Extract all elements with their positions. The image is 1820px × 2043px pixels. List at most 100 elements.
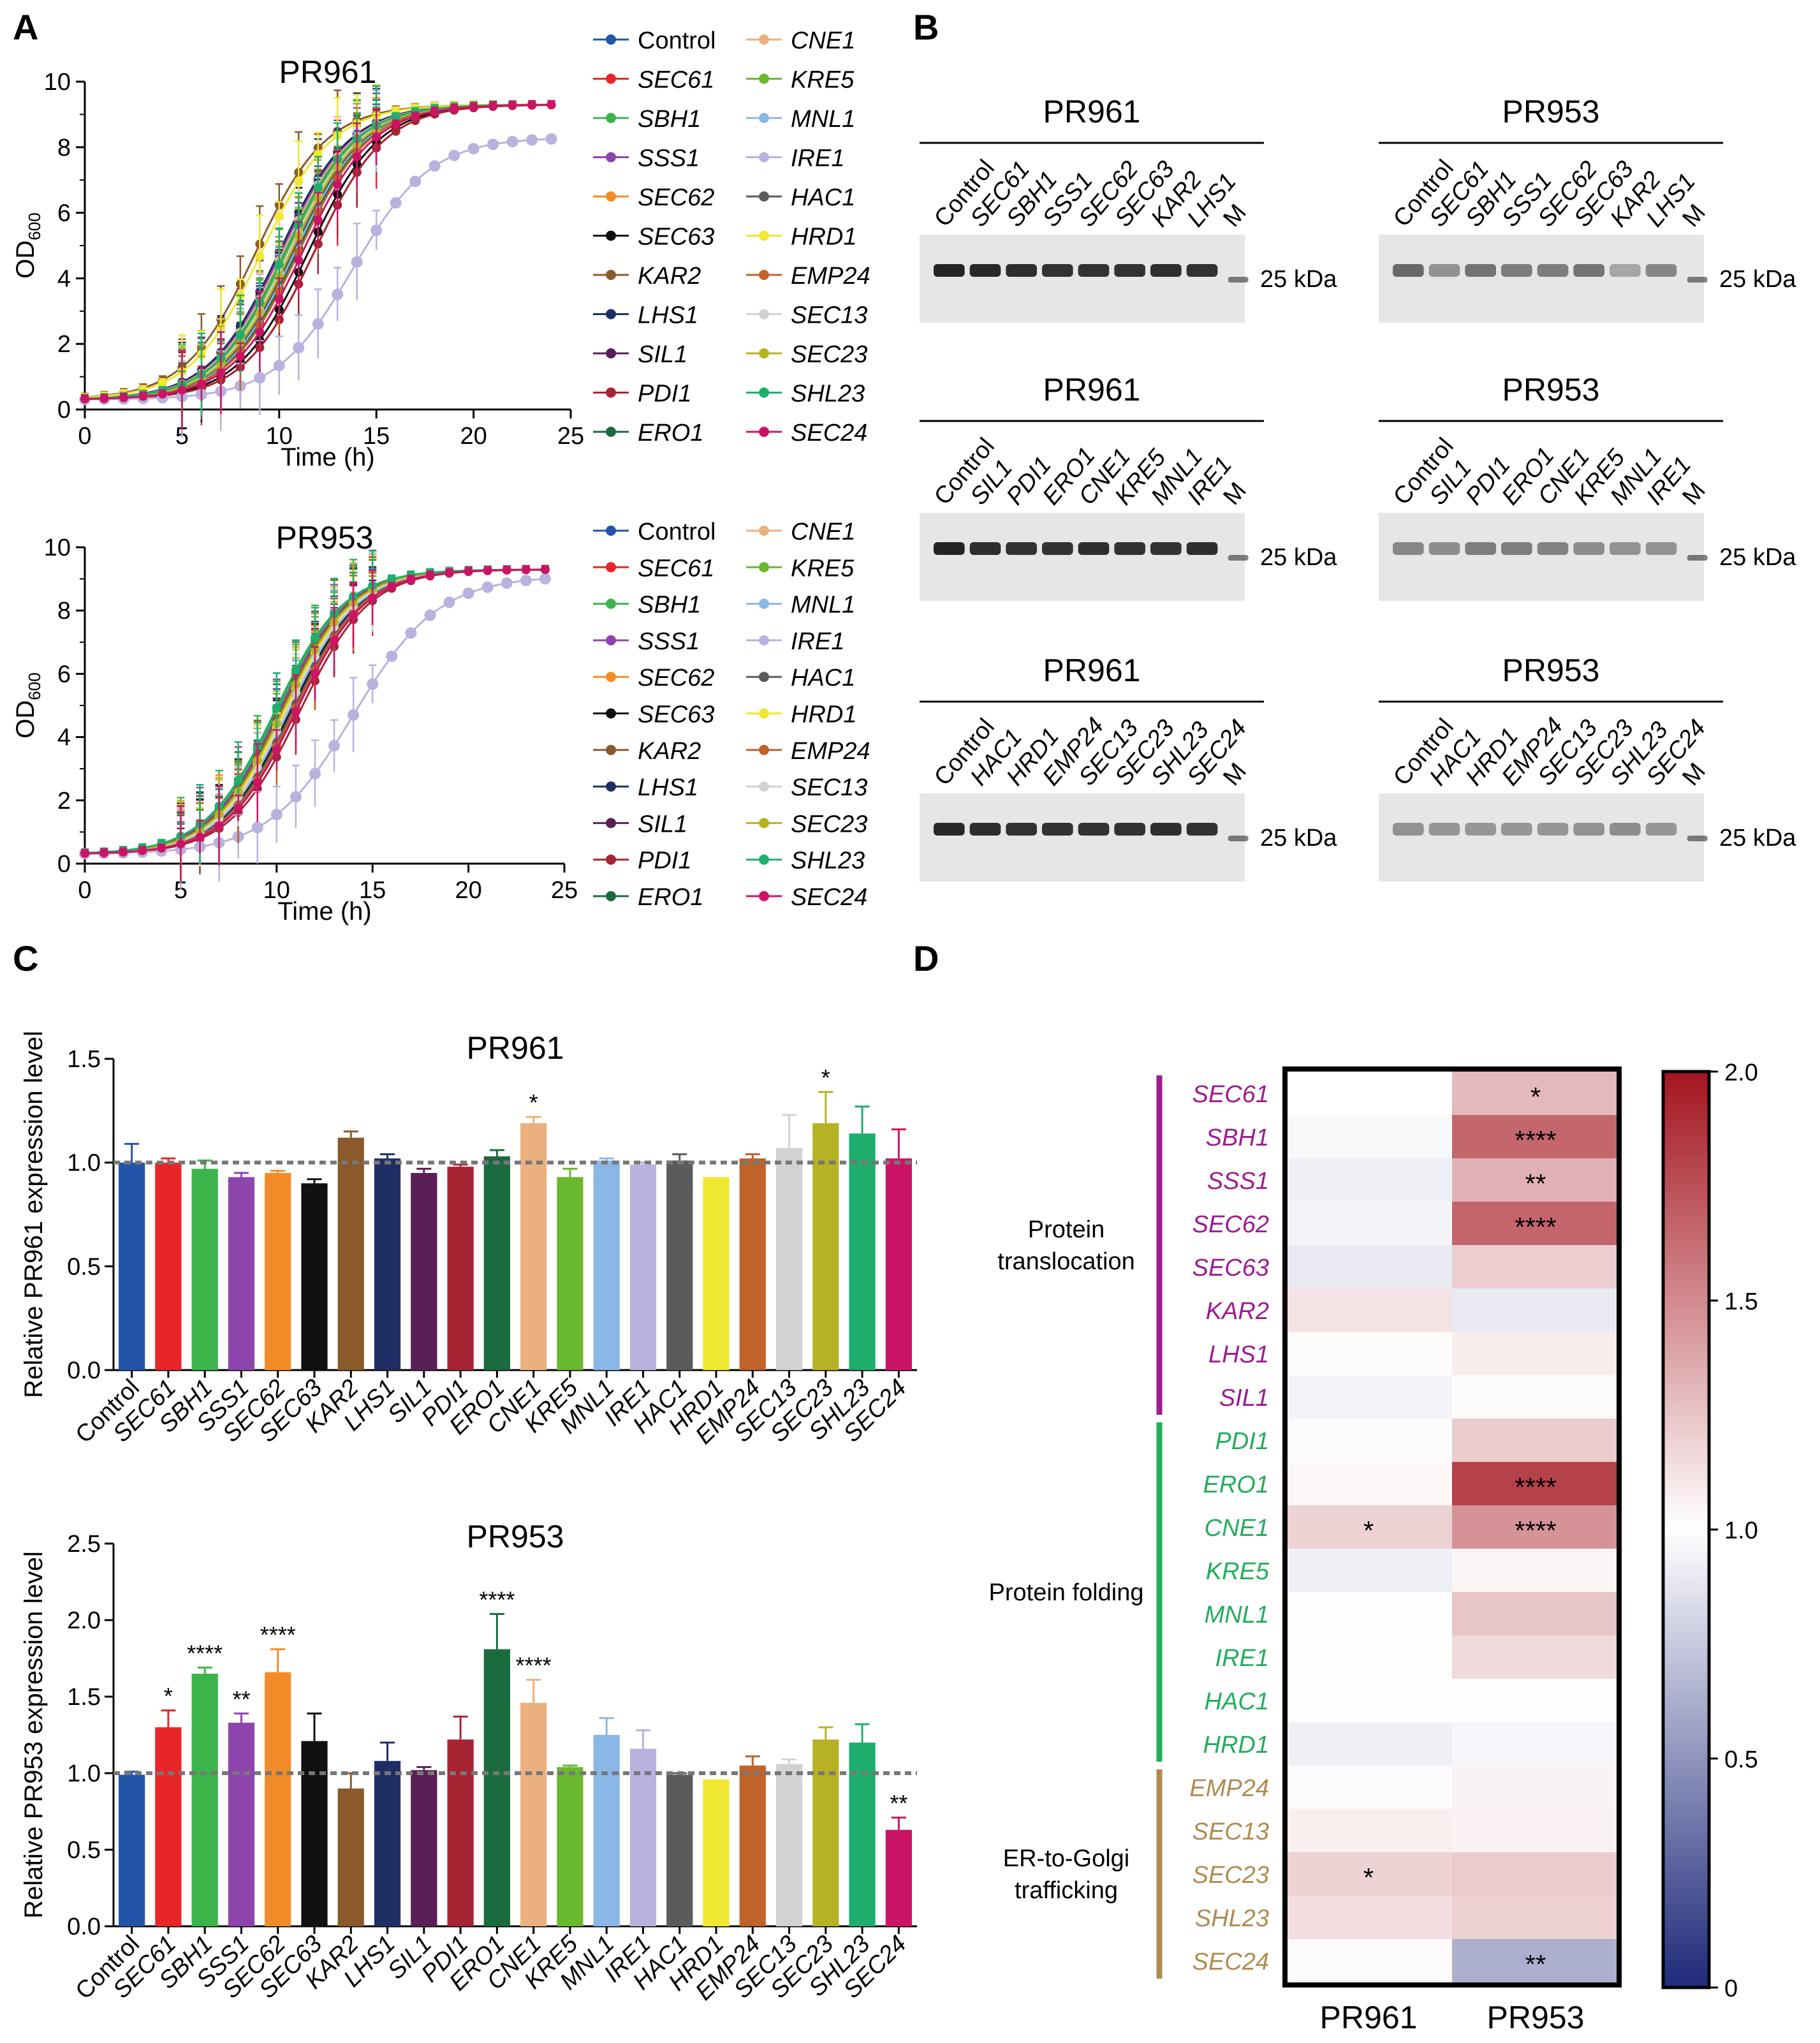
bar-pdi1 (447, 1167, 474, 1370)
marker-band (1687, 277, 1708, 283)
bar-ire1 (629, 1164, 657, 1370)
gel-background (1379, 793, 1704, 881)
size-label: 25 kDa (1719, 825, 1796, 852)
data-point (310, 669, 319, 679)
data-point (545, 133, 557, 145)
protein-band (1042, 542, 1073, 555)
protein-band (1393, 264, 1424, 277)
significance-marker: ** (1525, 1949, 1546, 1979)
y-tick-label: 0.0 (67, 1914, 101, 1940)
row-label: SBH1 (1206, 1125, 1269, 1151)
bar-sbh1 (191, 1674, 218, 1926)
legend-entry-emp24: EMP24 (746, 263, 870, 290)
data-point (450, 104, 459, 114)
legend-entry-sec24: SEC24 (746, 420, 867, 446)
legend-entry-sec61: SEC61 (593, 67, 714, 94)
legend-entry-mnl1: MNL1 (746, 592, 855, 619)
y-tick-label: 0.5 (67, 1837, 101, 1864)
legend-label: SEC23 (791, 811, 867, 837)
heatmap-cell (1452, 1072, 1619, 1115)
legend-entry-sec13: SEC13 (746, 302, 867, 329)
data-point (448, 149, 460, 161)
legend-label: SEC61 (638, 67, 714, 94)
legend-marker (759, 818, 769, 829)
bar-sec61 (155, 1162, 182, 1370)
data-point (488, 101, 498, 111)
heatmap-cell (1285, 1722, 1452, 1766)
data-point (443, 596, 455, 608)
protein-band (1114, 823, 1145, 836)
legend-label: SEC13 (791, 302, 867, 329)
blot-pr953-3: PR953ControlHAC1HRD1EMP24SEC13SEC23SHL23… (1379, 653, 1796, 881)
y-tick-label: 1.5 (67, 1046, 101, 1073)
heatmap-cell (1452, 1202, 1619, 1245)
protein-band (1150, 264, 1182, 277)
legend-entry-sec61: SEC61 (593, 555, 714, 582)
significance-marker: * (1363, 1516, 1374, 1545)
legend-label: HRD1 (791, 224, 856, 251)
heatmap-cell (1452, 1505, 1619, 1549)
data-point (508, 101, 517, 110)
data-point (391, 126, 400, 136)
y-tick-label: 6 (57, 200, 71, 227)
legend-entry-shl23: SHL23 (746, 848, 865, 874)
legend-marker (759, 230, 769, 241)
protein-band (1573, 823, 1604, 836)
bar-hrd1 (703, 1177, 730, 1370)
legend-entry-emp24: EMP24 (746, 738, 870, 765)
protein-band (1114, 542, 1145, 555)
legend-label: SIL1 (638, 811, 687, 837)
legend-entry-cne1: CNE1 (746, 519, 855, 545)
data-point (368, 593, 378, 603)
data-point (251, 822, 263, 834)
heatmap-cell (1285, 1939, 1452, 1982)
x-tick-label: 25 (557, 423, 584, 450)
legend-entry-sec13: SEC13 (746, 774, 867, 801)
legend-label: EMP24 (791, 263, 870, 290)
data-point (367, 678, 379, 690)
row-label: HRD1 (1203, 1732, 1269, 1759)
chart-title: PR961 (279, 54, 377, 90)
legend-entry-cne1: CNE1 (746, 27, 855, 54)
legend-label: Control (638, 519, 716, 545)
legend-marker (759, 73, 769, 84)
data-point (547, 100, 556, 110)
legend-marker (606, 387, 616, 398)
chart-title: PR961 (467, 1030, 564, 1066)
legend-marker (606, 270, 616, 280)
data-point (291, 665, 300, 675)
bar-sss1 (228, 1177, 255, 1370)
row-label: MNL1 (1205, 1602, 1269, 1628)
legend-label: LHS1 (638, 302, 698, 329)
size-label: 25 kDa (1719, 266, 1796, 293)
y-axis-label: OD600 (11, 672, 44, 738)
bar-ero1 (483, 1649, 510, 1926)
legend-label: SEC63 (638, 224, 714, 251)
gel-background (920, 513, 1245, 601)
blot-title: PR953 (1502, 653, 1600, 688)
data-point (483, 566, 492, 575)
blot-title: PR961 (1043, 653, 1141, 688)
blot-title: PR961 (1043, 94, 1141, 129)
legend-entry-sil1: SIL1 (593, 811, 687, 837)
data-point (158, 378, 167, 388)
bar-sec13 (775, 1147, 803, 1370)
legend-marker (606, 113, 616, 123)
row-label: SSS1 (1207, 1168, 1269, 1195)
legend-entry-control: Control (593, 519, 716, 545)
marker-band (1228, 836, 1249, 841)
legend-entry-sec62: SEC62 (593, 184, 714, 211)
y-tick-label: 2.0 (67, 1607, 101, 1634)
protein-band (1042, 264, 1073, 277)
heatmap-frame (1282, 1066, 1622, 1988)
protein-band (969, 823, 1001, 836)
y-axis-label: Relative PR961 expression level (20, 1031, 48, 1398)
data-point (424, 609, 436, 621)
data-point (274, 294, 284, 304)
legend-marker (606, 73, 616, 84)
legend-marker (606, 854, 616, 865)
protein-band (1393, 542, 1424, 555)
protein-band (1465, 542, 1496, 555)
data-point (274, 260, 284, 269)
